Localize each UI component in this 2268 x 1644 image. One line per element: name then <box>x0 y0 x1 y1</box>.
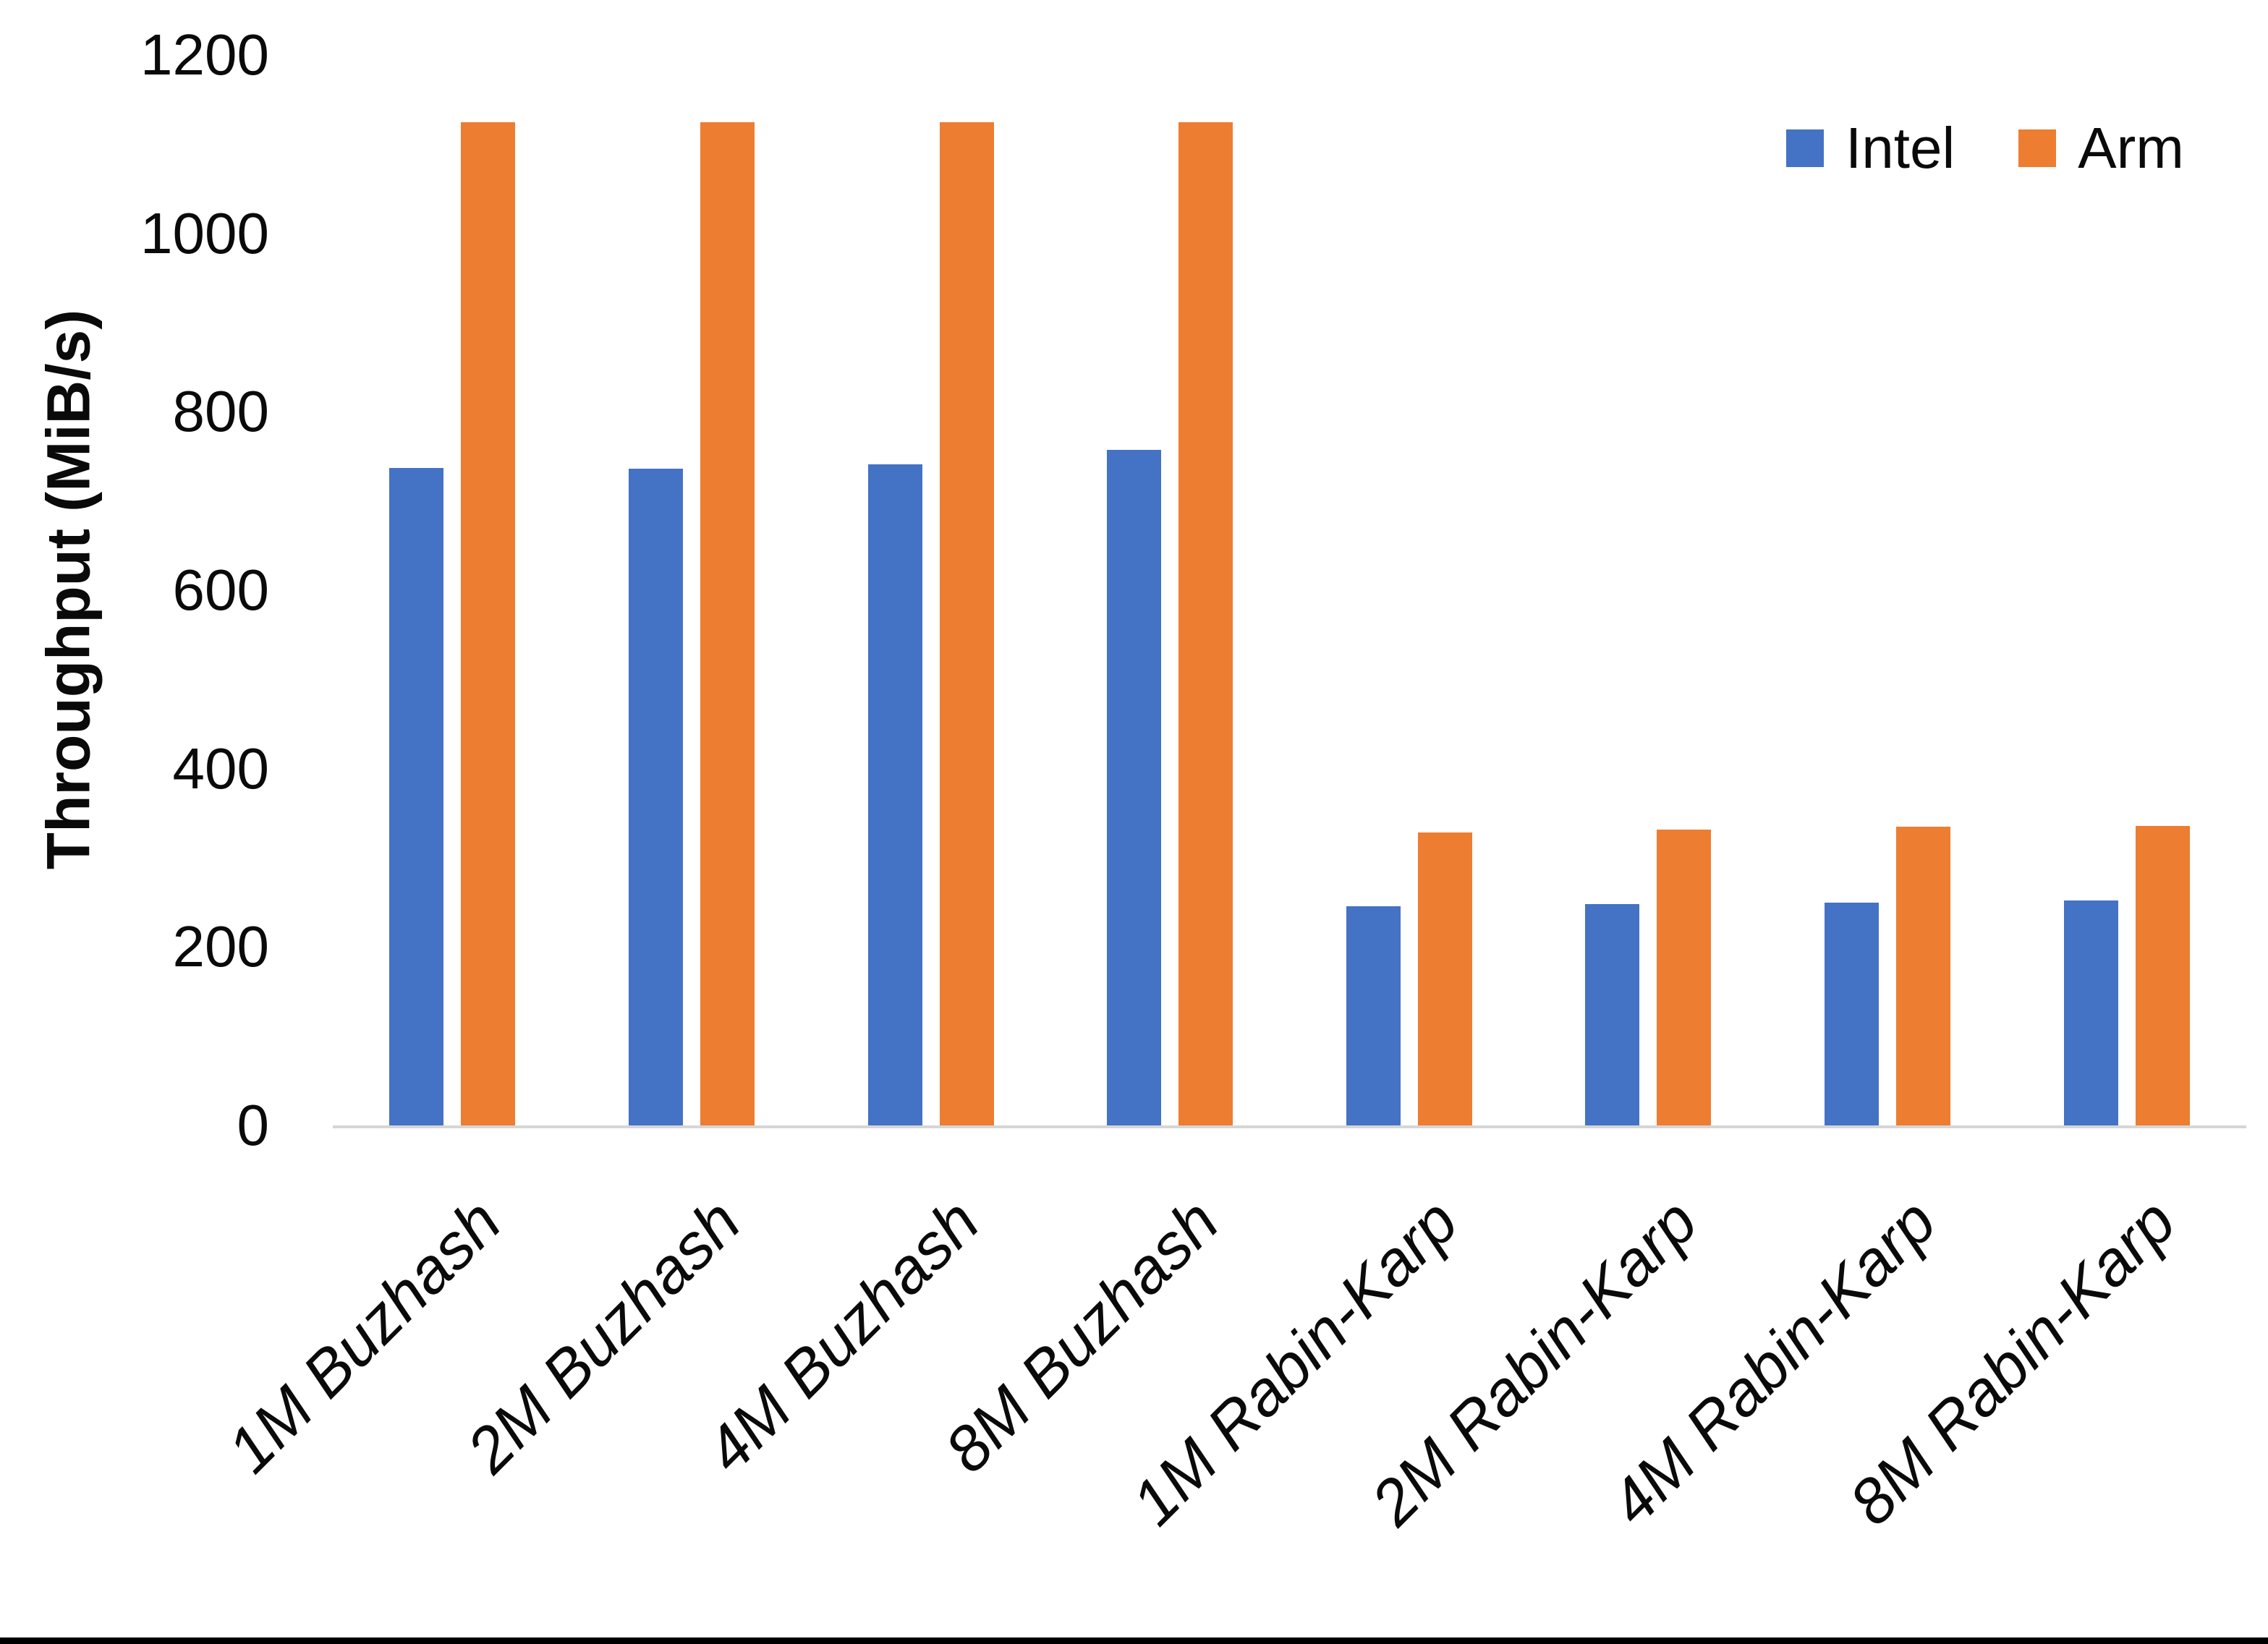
bar-arm-4m-buzhash <box>939 122 994 1125</box>
y-tick-label-200: 200 <box>172 914 269 979</box>
legend-label-arm: Arm <box>2078 116 2184 180</box>
bar-arm-8m-rabin-karp <box>2135 825 2190 1125</box>
bar-arm-2m-buzhash <box>700 122 755 1125</box>
legend-swatch-intel <box>1786 129 1824 167</box>
bar-intel-4m-rabin-karp <box>1825 902 1880 1125</box>
bar-intel-2m-rabin-karp <box>1585 904 1640 1125</box>
legend-item-arm: Arm <box>2018 116 2184 180</box>
y-tick-label-400: 400 <box>172 736 269 801</box>
legend-item-intel: Intel <box>1786 116 1955 180</box>
bar-arm-1m-buzhash <box>461 122 516 1125</box>
y-tick-label-1200: 1200 <box>140 22 269 87</box>
bar-intel-2m-buzhash <box>628 469 683 1125</box>
legend: Intel Arm <box>1786 116 2184 180</box>
bar-arm-1m-rabin-karp <box>1417 832 1472 1125</box>
bar-arm-8m-buzhash <box>1178 122 1233 1125</box>
bottom-border <box>0 1637 2268 1644</box>
x-axis-line <box>333 1125 2246 1128</box>
y-tick-label-0: 0 <box>237 1093 270 1157</box>
bar-intel-8m-rabin-karp <box>2063 900 2118 1125</box>
bar-intel-1m-rabin-karp <box>1346 906 1401 1125</box>
y-tick-label-600: 600 <box>172 558 269 622</box>
bar-arm-4m-rabin-karp <box>1896 826 1951 1125</box>
y-tick-label-1000: 1000 <box>140 200 269 265</box>
bar-intel-4m-buzhash <box>867 464 922 1125</box>
legend-label-intel: Intel <box>1846 116 1955 180</box>
bar-intel-1m-buzhash <box>389 468 444 1125</box>
bar-arm-2m-rabin-karp <box>1657 829 1712 1125</box>
y-axis-title: Throughput (MiB/s) <box>34 309 103 870</box>
legend-swatch-arm <box>2018 129 2057 167</box>
bar-intel-8m-buzhash <box>1107 450 1162 1125</box>
y-tick-label-800: 800 <box>172 379 269 444</box>
